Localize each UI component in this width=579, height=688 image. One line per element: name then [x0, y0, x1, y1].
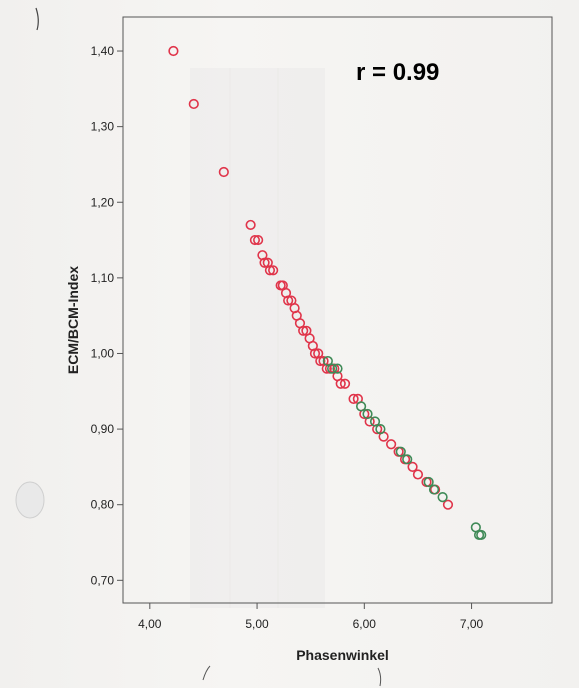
y-tick-label: 1,40 [91, 44, 115, 58]
red-data-point [407, 461, 418, 472]
green-data-point [437, 492, 448, 503]
red-data-point [339, 378, 351, 389]
red-data-point [268, 265, 279, 276]
red-data-point [264, 265, 276, 276]
x-tick-label: 7,00 [460, 617, 484, 631]
y-tick-label: 1,00 [91, 346, 115, 360]
y-tick-label: 1,30 [91, 120, 115, 134]
red-data-point [259, 257, 270, 268]
red-data-point [335, 378, 346, 389]
y-tick-label: 0,70 [91, 573, 115, 587]
correlation-annotation: r = 0.99 [356, 59, 439, 86]
green-data-point [355, 401, 367, 412]
green-data-point [375, 423, 386, 435]
red-data-point [386, 439, 397, 450]
red-data-point [218, 166, 229, 178]
green-data-point [362, 408, 373, 420]
red-data-point [249, 234, 261, 246]
punch-hole [15, 481, 45, 519]
y-axis-title: ECM/BCM-Index [65, 266, 81, 374]
red-data-point [321, 363, 332, 374]
green-data-point [332, 363, 343, 374]
red-data-point [245, 219, 256, 231]
red-data-point [315, 355, 326, 367]
red-data-point [348, 393, 359, 404]
plot-frame [122, 16, 553, 604]
green-data-point [402, 454, 413, 465]
red-data-point [188, 98, 199, 110]
red-data-point [253, 234, 264, 246]
red-data-point [283, 295, 294, 306]
x-tick-label: 6,00 [353, 617, 377, 631]
red-data-point [309, 348, 321, 359]
y-tick-label: 0,90 [91, 422, 115, 436]
y-tick-label: 1,20 [91, 195, 115, 209]
green-data-point [322, 355, 333, 367]
y-axis: 0,70 0,80 0,90 1,00 1,10 1,20 1,30 1,40 [91, 44, 123, 587]
scan-edge-mark [35, 7, 39, 31]
x-tick-label: 4,00 [138, 617, 162, 631]
x-axis-title: Phasenwinkel [296, 647, 389, 663]
scan-edge-mark [202, 665, 211, 681]
green-data-point [423, 476, 434, 488]
red-data-point [298, 325, 309, 336]
green-data-point [395, 446, 406, 457]
scan-artifact-strip [190, 68, 325, 608]
red-data-point [442, 499, 454, 510]
green-data-point [476, 529, 487, 541]
red-data-point [412, 469, 424, 480]
data-points [168, 45, 487, 541]
y-tick-label: 1,10 [91, 271, 115, 285]
y-tick-label: 0,80 [91, 498, 115, 512]
green-data-point [327, 363, 338, 374]
x-tick-label: 5,00 [245, 617, 269, 631]
green-data-point [428, 484, 440, 495]
scan-edge-mark [377, 667, 382, 687]
green-data-point [369, 416, 381, 427]
red-data-point [168, 45, 179, 57]
x-axis: 4,00 5,00 6,00 7,00 [138, 603, 484, 631]
